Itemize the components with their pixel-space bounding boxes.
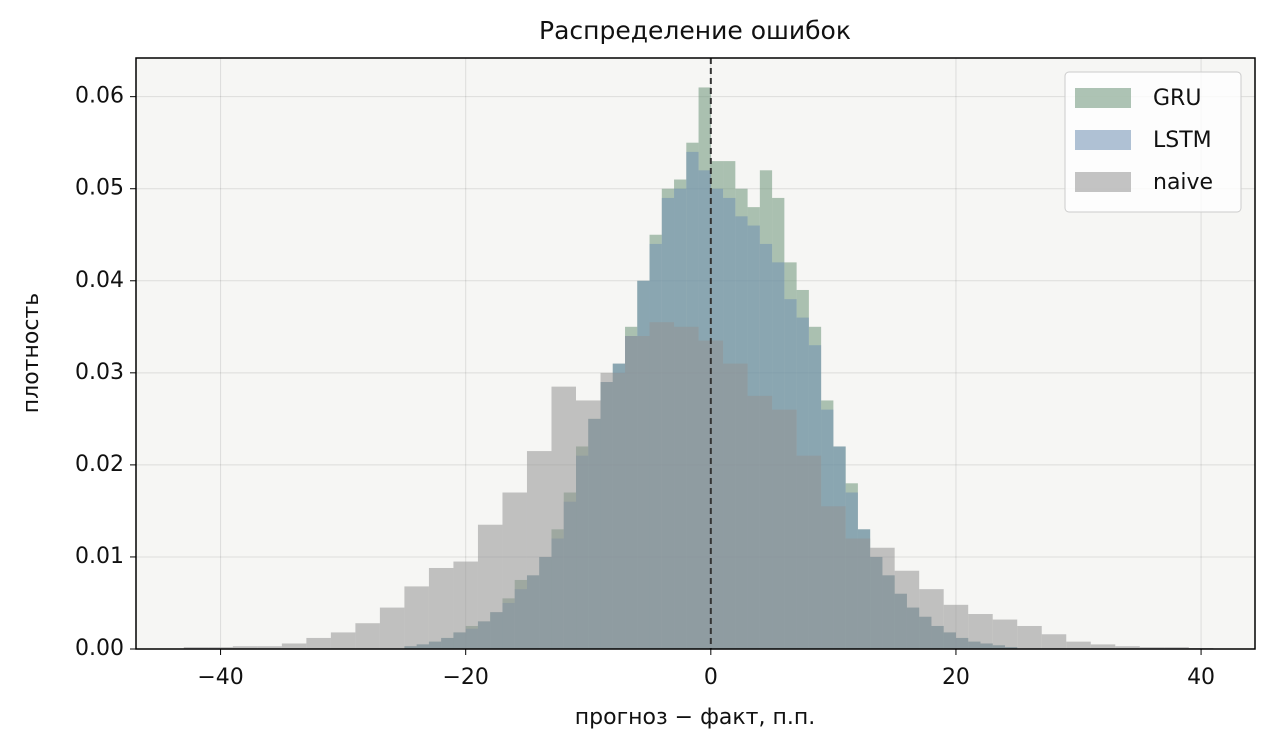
y-tick-label: 0.05 — [75, 176, 124, 201]
legend-label: LSTM — [1153, 128, 1212, 153]
histogram-bar — [379, 607, 405, 649]
histogram-bar — [330, 632, 356, 649]
histogram-bar — [281, 643, 307, 649]
y-tick-label: 0.06 — [75, 84, 124, 109]
histogram-bar — [257, 646, 282, 649]
histogram-bar — [894, 570, 920, 649]
histogram-bar — [526, 451, 552, 649]
x-tick-label: 20 — [942, 665, 970, 690]
histogram-bar — [870, 547, 895, 649]
histogram-bar — [576, 400, 601, 649]
histogram-bar — [183, 647, 209, 649]
legend-swatch — [1075, 172, 1131, 192]
histogram-bar — [1139, 647, 1165, 649]
plot-frame — [135, 57, 1256, 650]
histogram-bar — [649, 322, 675, 649]
histogram-bar — [625, 336, 650, 649]
histogram-bar — [1115, 646, 1140, 649]
y-tick-label: 0.01 — [75, 544, 124, 569]
histogram-bar — [772, 409, 797, 649]
histogram-bar — [919, 589, 944, 649]
histogram-bar — [355, 623, 380, 649]
histogram-bar — [1017, 625, 1042, 649]
legend-label: GRU — [1153, 86, 1201, 111]
histogram-bar — [796, 455, 822, 649]
y-axis-label: плотность — [19, 293, 44, 413]
histogram-bar — [1164, 647, 1189, 649]
histogram-bar — [306, 637, 331, 649]
histogram-bar — [747, 395, 773, 649]
histogram-bar — [992, 619, 1018, 649]
x-tick-label: −20 — [442, 665, 488, 690]
chart-title: Распределение ошибок — [539, 16, 851, 45]
x-axis-label: прогноз − факт, п.п. — [575, 705, 815, 730]
x-tick-label: −40 — [197, 665, 243, 690]
histogram-bar — [600, 372, 626, 649]
histogram-bar — [453, 561, 478, 649]
histogram-bar — [723, 363, 748, 649]
histogram-bar — [428, 567, 454, 649]
y-tick-label: 0.00 — [75, 636, 124, 661]
histogram-bar — [674, 326, 699, 649]
y-tick-label: 0.04 — [75, 268, 124, 293]
histogram-bar — [821, 506, 846, 649]
x-tick-label: 40 — [1187, 665, 1215, 690]
histogram-bar — [968, 614, 993, 649]
legend-swatch — [1075, 88, 1131, 108]
histogram-bar — [502, 492, 527, 649]
histogram-bar — [404, 586, 429, 649]
legend-label: naive — [1153, 170, 1213, 195]
legend-swatch — [1075, 130, 1131, 150]
x-tick-label: 0 — [704, 665, 718, 690]
y-tick-label: 0.03 — [75, 360, 124, 385]
histogram-bar — [551, 386, 577, 649]
histogram-bar — [1090, 644, 1116, 649]
histogram-bar — [208, 647, 233, 649]
histogram-bar — [845, 538, 871, 649]
histogram-bar — [1066, 641, 1091, 649]
y-tick-label: 0.02 — [75, 452, 124, 477]
histogram-bar — [1041, 634, 1067, 649]
histogram-bar — [943, 604, 969, 649]
histogram-bar — [232, 646, 258, 649]
histogram-bar — [477, 524, 503, 649]
